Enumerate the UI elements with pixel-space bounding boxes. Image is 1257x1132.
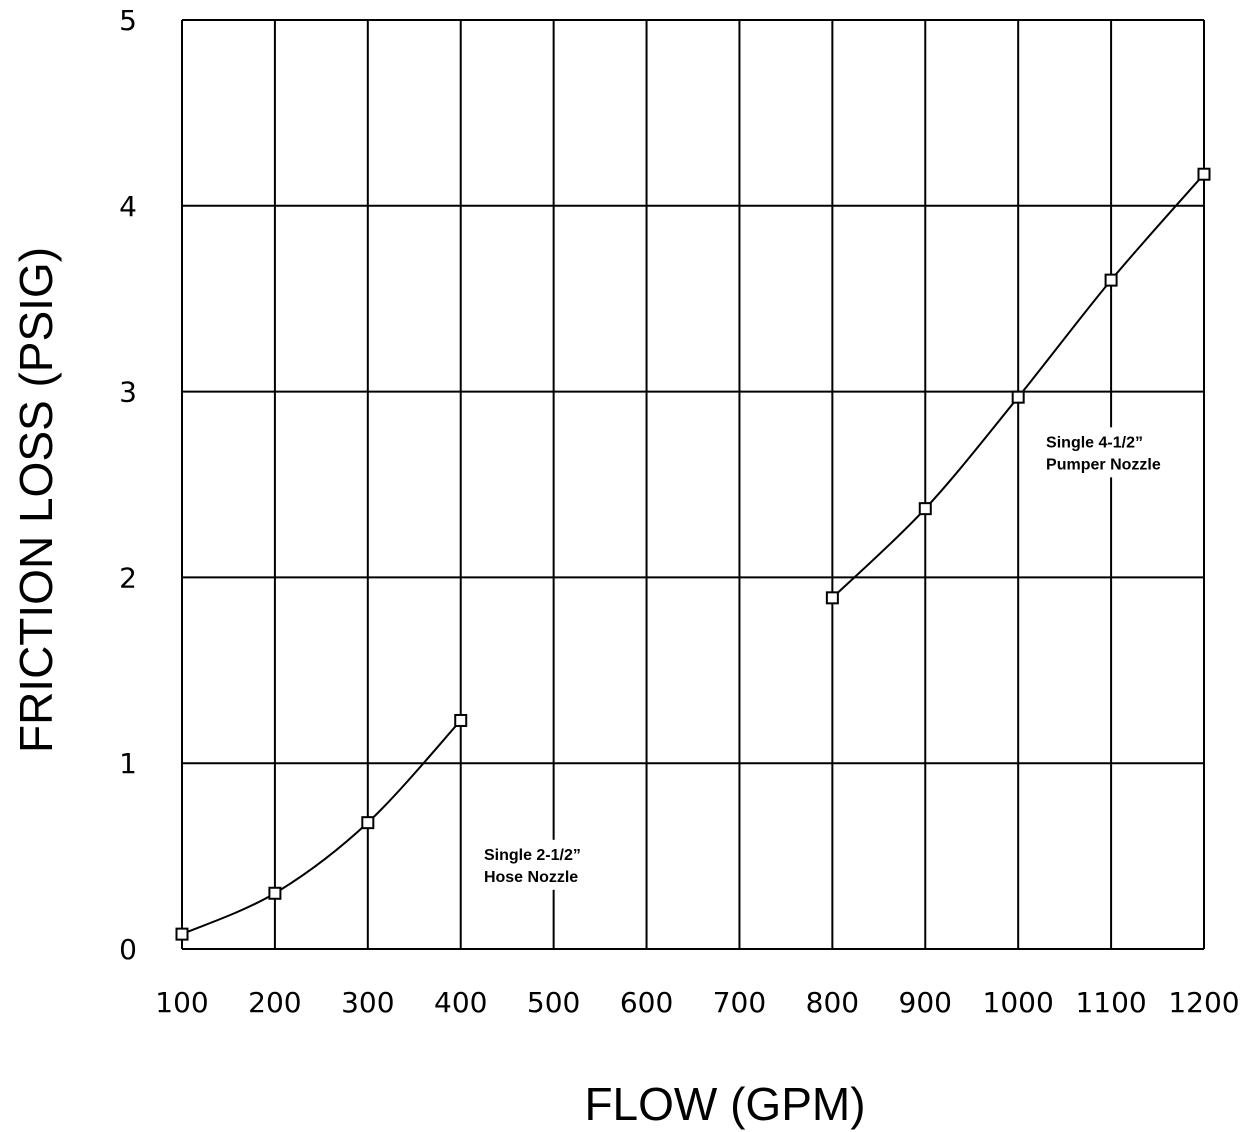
x-tick-label: 800 xyxy=(806,986,859,1019)
x-tick-label: 100 xyxy=(155,986,208,1019)
y-axis-title: FRICTION LOSS (PSIG) xyxy=(10,247,62,753)
series-2 xyxy=(825,167,1211,605)
series-1 xyxy=(175,713,468,941)
annotation-label: Pumper Nozzle xyxy=(1046,456,1161,473)
y-tick-label: 1 xyxy=(119,747,137,780)
x-tick-label: 600 xyxy=(620,986,673,1019)
annotation-label: Hose Nozzle xyxy=(484,869,578,886)
data-point-marker xyxy=(825,591,839,605)
data-point-marker xyxy=(454,713,468,727)
x-tick-label: 400 xyxy=(434,986,487,1019)
data-point-marker xyxy=(361,816,375,830)
x-tick-label: 1100 xyxy=(1075,986,1146,1019)
x-axis-title: FLOW (GPM) xyxy=(584,1078,865,1130)
series-group xyxy=(175,167,1211,941)
grid xyxy=(181,19,1205,950)
y-tick-label: 5 xyxy=(119,4,137,37)
data-point-marker xyxy=(918,502,932,516)
annotation-label: Single 4-1/2” xyxy=(1046,434,1143,451)
annotations: Single 2-1/2” Hose Nozzle Single 4-1/2” Pum… xyxy=(479,427,1177,890)
y-tick-label: 2 xyxy=(119,561,137,594)
x-tick-label: 300 xyxy=(341,986,394,1019)
y-tick-label: 4 xyxy=(119,190,137,223)
data-point-marker xyxy=(268,886,282,900)
data-point-marker xyxy=(175,927,189,941)
annotation-label: Single 2-1/2” xyxy=(484,847,581,864)
y-tick-label: 0 xyxy=(119,933,137,966)
tick-labels: 100 200 300 400 500 600 700 800 900 1000 1100 1200 0… xyxy=(119,4,1240,1019)
x-tick-label: 1000 xyxy=(983,986,1054,1019)
y-tick-label: 3 xyxy=(119,376,137,409)
data-point-marker xyxy=(1197,167,1211,181)
x-tick-label: 1200 xyxy=(1168,986,1239,1019)
x-tick-label: 700 xyxy=(713,986,766,1019)
data-point-marker xyxy=(1104,273,1118,287)
x-tick-label: 500 xyxy=(527,986,580,1019)
annotation-backdrop xyxy=(479,839,614,890)
annotation-backdrop xyxy=(1042,427,1177,478)
x-tick-label: 900 xyxy=(899,986,952,1019)
x-tick-label: 200 xyxy=(248,986,301,1019)
data-point-marker xyxy=(1011,390,1025,404)
series-line xyxy=(181,719,462,936)
